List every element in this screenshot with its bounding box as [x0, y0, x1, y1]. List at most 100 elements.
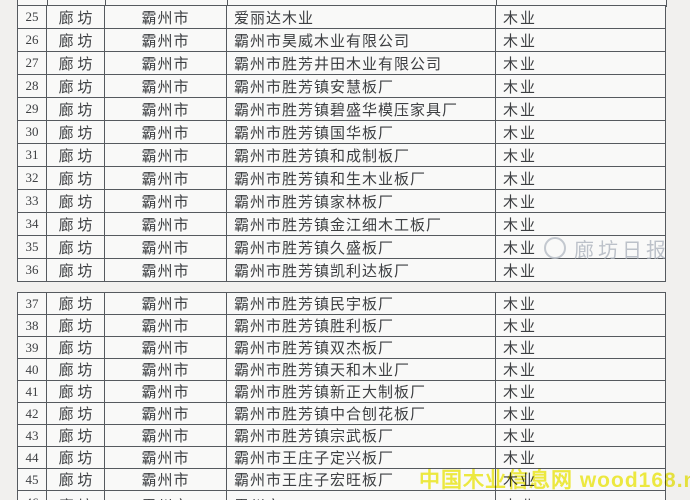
- prefecture-cell: 廊 坊: [46, 402, 105, 425]
- row-number-cell: 26: [17, 28, 47, 52]
- table-row: 41 廊 坊 霸州市 霸州市胜芳镇新正大制板厂 木业: [17, 380, 666, 403]
- company-cell: 霸州市胜芳镇家林板厂: [226, 189, 496, 213]
- city-cell: 霸州市: [104, 212, 227, 236]
- table-row: 37 廊 坊 霸州市 霸州市胜芳镇民宇板厂 木业: [17, 292, 666, 315]
- industry-cell: 木业: [495, 424, 666, 447]
- grid-line: [496, 0, 497, 6]
- companies-table-upper: 25 廊 坊 霸州市 爱丽达木业 木业 26 廊 坊 霸州市 霸州市昊威木业有限…: [17, 5, 666, 282]
- company-cell: 霸州市: [226, 490, 496, 500]
- industry-cell: 木业: [495, 336, 666, 359]
- city-cell: 霸州市: [104, 235, 227, 259]
- industry-cell: 木业: [495, 97, 666, 121]
- prefecture-cell: 廊 坊: [46, 235, 105, 259]
- prefecture-cell: 廊 坊: [46, 258, 105, 282]
- table-row: 26 廊 坊 霸州市 霸州市昊威木业有限公司 木业: [17, 28, 666, 52]
- company-cell: 霸州市王庄子宏旺板厂: [226, 468, 496, 491]
- grid-line: [105, 0, 106, 6]
- prefecture-cell: 廊 坊: [46, 28, 105, 52]
- city-cell: 霸州市: [104, 51, 227, 75]
- row-number-cell: 45: [17, 468, 47, 491]
- row-number-cell: 29: [17, 97, 47, 121]
- industry-cell: 木业: [495, 314, 666, 337]
- company-cell: 霸州市胜芳镇民宇板厂: [226, 292, 496, 315]
- industry-cell: 木业: [495, 28, 666, 52]
- prefecture-cell: 廊 坊: [46, 446, 105, 469]
- grid-line: [47, 0, 48, 6]
- city-cell: 霸州市: [104, 490, 227, 500]
- table-row: 33 廊 坊 霸州市 霸州市胜芳镇家林板厂 木业: [17, 189, 666, 213]
- prefecture-cell: 廊 坊: [46, 292, 105, 315]
- industry-cell: 木业: [495, 51, 666, 75]
- table-row: 30 廊 坊 霸州市 霸州市胜芳镇国华板厂 木业: [17, 120, 666, 144]
- industry-cell: 木业: [495, 446, 666, 469]
- company-cell: 霸州市胜芳镇新正大制板厂: [226, 380, 496, 403]
- table-row-partial: 46 廊 坊 霸州市 霸州市 木业: [17, 490, 666, 500]
- company-cell: 霸州市胜芳镇和生木业板厂: [226, 166, 496, 190]
- industry-cell: 木业: [495, 258, 666, 282]
- prefecture-cell: 廊 坊: [46, 120, 105, 144]
- table-row: 35 廊 坊 霸州市 霸州市胜芳镇久盛板厂 木业: [17, 235, 666, 259]
- city-cell: 霸州市: [104, 189, 227, 213]
- row-number-cell: 28: [17, 74, 47, 98]
- city-cell: 霸州市: [104, 336, 227, 359]
- city-cell: 霸州市: [104, 292, 227, 315]
- company-cell: 爱丽达木业: [226, 5, 496, 29]
- table-row: 43 廊 坊 霸州市 霸州市胜芳镇宗武板厂 木业: [17, 424, 666, 447]
- row-number-cell: 39: [17, 336, 47, 359]
- industry-cell: 木业: [495, 189, 666, 213]
- row-number-cell: 40: [17, 358, 47, 381]
- prefecture-cell: 廊 坊: [46, 490, 105, 500]
- city-cell: 霸州市: [104, 28, 227, 52]
- table-row: 25 廊 坊 霸州市 爱丽达木业 木业: [17, 5, 666, 29]
- industry-cell: 木业: [495, 5, 666, 29]
- prefecture-cell: 廊 坊: [46, 143, 105, 167]
- city-cell: 霸州市: [104, 380, 227, 403]
- table-row: 34 廊 坊 霸州市 霸州市胜芳镇金江细木工板厂 木业: [17, 212, 666, 236]
- table-row: 28 廊 坊 霸州市 霸州市胜芳镇安慧板厂 木业: [17, 74, 666, 98]
- city-cell: 霸州市: [104, 120, 227, 144]
- row-number-cell: 44: [17, 446, 47, 469]
- prefecture-cell: 廊 坊: [46, 314, 105, 337]
- prefecture-cell: 廊 坊: [46, 468, 105, 491]
- row-number-cell: 46: [17, 490, 47, 500]
- table-row: 40 廊 坊 霸州市 霸州市胜芳镇天和木业厂 木业: [17, 358, 666, 381]
- row-number-cell: 27: [17, 51, 47, 75]
- prefecture-cell: 廊 坊: [46, 166, 105, 190]
- row-number-cell: 36: [17, 258, 47, 282]
- company-cell: 霸州市胜芳镇安慧板厂: [226, 74, 496, 98]
- industry-cell: 木业: [495, 74, 666, 98]
- row-number-cell: 41: [17, 380, 47, 403]
- row-number-cell: 42: [17, 402, 47, 425]
- table-row: 36 廊 坊 霸州市 霸州市胜芳镇凯利达板厂 木业: [17, 258, 666, 282]
- industry-cell: 木业: [495, 235, 666, 259]
- company-cell: 霸州市胜芳镇久盛板厂: [226, 235, 496, 259]
- table-row: 39 廊 坊 霸州市 霸州市胜芳镇双杰板厂 木业: [17, 336, 666, 359]
- prefecture-cell: 廊 坊: [46, 51, 105, 75]
- table-row: 45 廊 坊 霸州市 霸州市王庄子宏旺板厂 木业: [17, 468, 666, 491]
- company-cell: 霸州市王庄子定兴板厂: [226, 446, 496, 469]
- city-cell: 霸州市: [104, 402, 227, 425]
- companies-table-lower: 37 廊 坊 霸州市 霸州市胜芳镇民宇板厂 木业 38 廊 坊 霸州市 霸州市胜…: [17, 292, 666, 500]
- city-cell: 霸州市: [104, 446, 227, 469]
- row-number-cell: 30: [17, 120, 47, 144]
- industry-cell: 木业: [495, 380, 666, 403]
- city-cell: 霸州市: [104, 314, 227, 337]
- industry-cell: 木业: [495, 212, 666, 236]
- row-number-cell: 38: [17, 314, 47, 337]
- table-row: 44 廊 坊 霸州市 霸州市王庄子定兴板厂 木业: [17, 446, 666, 469]
- company-cell: 霸州市胜芳镇双杰板厂: [226, 336, 496, 359]
- prefecture-cell: 廊 坊: [46, 97, 105, 121]
- row-number-cell: 32: [17, 166, 47, 190]
- industry-cell: 木业: [495, 120, 666, 144]
- table-row: 38 廊 坊 霸州市 霸州市胜芳镇胜利板厂 木业: [17, 314, 666, 337]
- city-cell: 霸州市: [104, 258, 227, 282]
- industry-cell: 木业: [495, 468, 666, 491]
- industry-cell: 木业: [495, 402, 666, 425]
- row-number-cell: 25: [17, 5, 47, 29]
- industry-cell: 木业: [495, 490, 666, 500]
- city-cell: 霸州市: [104, 143, 227, 167]
- company-cell: 霸州市胜芳镇和成制板厂: [226, 143, 496, 167]
- city-cell: 霸州市: [104, 97, 227, 121]
- company-cell: 霸州市胜芳镇碧盛华模压家具厂: [226, 97, 496, 121]
